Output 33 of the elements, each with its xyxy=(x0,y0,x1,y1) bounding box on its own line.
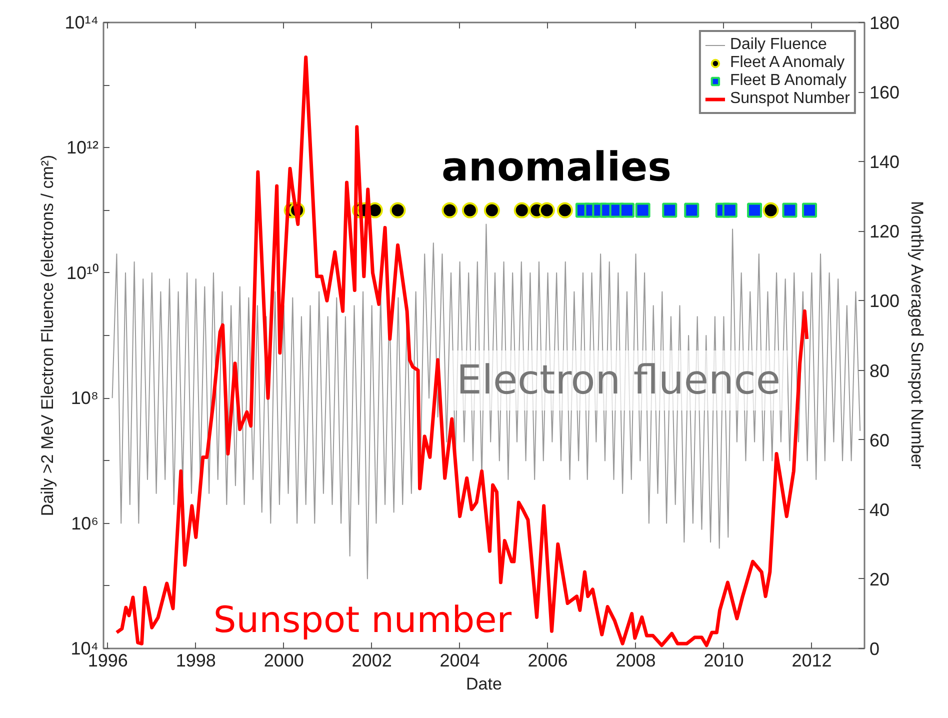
y2-tick-label: 0 xyxy=(870,639,880,659)
y-tick-label: 10⁶ xyxy=(71,513,99,534)
y2-axis-title: Monthly Averaged Sunspot Number xyxy=(908,201,927,470)
x-tick-label: 2008 xyxy=(616,650,656,670)
legend-label: Fleet B Anomaly xyxy=(730,72,846,90)
y-tick-label: 10¹² xyxy=(66,138,99,158)
annotation: Electron fluence xyxy=(456,358,780,404)
x-tick-label: 2000 xyxy=(264,650,304,670)
annotation: Sunspot number xyxy=(213,600,512,641)
legend-label: Daily Fluence xyxy=(730,36,827,54)
y2-tick-label: 60 xyxy=(870,430,890,450)
y-tick-label: 10¹⁰ xyxy=(66,262,98,283)
x-axis-title: Date xyxy=(466,674,502,694)
y2-tick-label: 40 xyxy=(870,500,890,520)
y2-tick-label: 100 xyxy=(870,291,900,312)
legend-label: Fleet A Anomaly xyxy=(730,54,845,72)
x-tick-label: 1998 xyxy=(176,650,216,670)
y2-tick-label: 180 xyxy=(870,13,900,33)
legend-label: Sunspot Number xyxy=(730,90,850,108)
y-tick-label: 10¹⁴ xyxy=(64,12,98,32)
y2-tick-label: 140 xyxy=(870,152,900,172)
x-tick-label: 2006 xyxy=(528,650,568,670)
y-axis-title: Daily >2 MeV Electron Fluence (electrons / cm²) xyxy=(38,154,57,516)
x-tick-label: 2004 xyxy=(440,650,480,670)
y-tick-label: 10⁸ xyxy=(70,388,99,408)
y2-tick-label: 20 xyxy=(870,569,890,590)
x-tick-label: 2012 xyxy=(792,650,832,670)
annotation: anomalies xyxy=(442,144,672,190)
x-tick-label: 2002 xyxy=(352,650,392,670)
y2-tick-label: 160 xyxy=(870,82,900,103)
y2-tick-label: 120 xyxy=(870,222,900,242)
x-tick-label: 2010 xyxy=(704,650,744,670)
y2-tick-label: 80 xyxy=(870,360,890,381)
